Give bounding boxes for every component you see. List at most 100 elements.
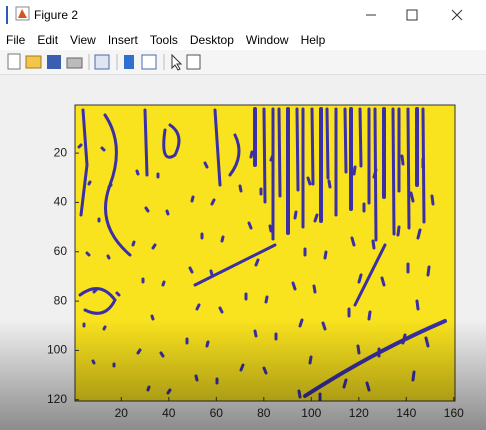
menu-item[interactable]: View bbox=[70, 33, 96, 47]
y-tick-label: 100 bbox=[47, 343, 67, 357]
image-region bbox=[354, 167, 355, 174]
image-region bbox=[241, 365, 243, 370]
y-tick-label: 120 bbox=[47, 392, 67, 406]
legend-icon[interactable] bbox=[142, 55, 156, 69]
colorbar-icon[interactable] bbox=[124, 55, 134, 69]
x-tick-label: 140 bbox=[396, 406, 416, 420]
save-icon[interactable] bbox=[47, 55, 61, 69]
image-region bbox=[312, 109, 313, 184]
close-button[interactable] bbox=[452, 10, 462, 20]
x-tick-label: 80 bbox=[257, 406, 271, 420]
image-region bbox=[264, 368, 266, 373]
image-region bbox=[79, 145, 81, 147]
property-icon[interactable] bbox=[187, 55, 200, 69]
menu-item[interactable]: Desktop bbox=[190, 33, 234, 47]
pointer-icon[interactable] bbox=[172, 55, 181, 70]
image-region bbox=[104, 327, 105, 329]
image-region bbox=[373, 241, 374, 248]
image-region bbox=[411, 193, 413, 201]
image-region bbox=[266, 297, 267, 302]
image-region bbox=[428, 267, 429, 275]
image-region bbox=[382, 278, 384, 285]
image-region bbox=[196, 376, 197, 380]
maximize-button[interactable] bbox=[407, 10, 417, 20]
toolbar bbox=[0, 50, 486, 75]
image-region bbox=[207, 342, 208, 346]
image-region bbox=[138, 350, 140, 353]
image-region bbox=[89, 182, 90, 184]
x-tick-label: 120 bbox=[349, 406, 369, 420]
image-region bbox=[344, 380, 346, 387]
image-region bbox=[264, 109, 265, 202]
image-region bbox=[308, 178, 310, 184]
image-region bbox=[161, 353, 163, 356]
menu-item[interactable]: File bbox=[6, 33, 25, 47]
image-region bbox=[426, 338, 428, 346]
new-icon[interactable] bbox=[8, 54, 20, 69]
image-region bbox=[168, 390, 170, 393]
x-tick-label: 20 bbox=[115, 406, 129, 420]
menu-item[interactable]: Insert bbox=[108, 33, 138, 47]
menu-item[interactable]: Window bbox=[246, 33, 289, 47]
image-region bbox=[293, 283, 295, 289]
title-bar: Figure 2 bbox=[0, 0, 486, 30]
image-region bbox=[418, 230, 420, 238]
image-region bbox=[359, 275, 361, 282]
y-tick-label: 60 bbox=[54, 244, 68, 258]
y-tick-label: 40 bbox=[54, 195, 68, 209]
image-region bbox=[432, 196, 433, 204]
image-region bbox=[94, 290, 96, 292]
image-region bbox=[220, 308, 222, 312]
image-region bbox=[133, 242, 134, 245]
image-region bbox=[192, 197, 193, 201]
link-icon[interactable] bbox=[95, 55, 109, 69]
image-region bbox=[249, 223, 251, 228]
image-region bbox=[360, 109, 361, 166]
image-region bbox=[153, 245, 155, 248]
image-region bbox=[327, 109, 328, 178]
image-region bbox=[402, 156, 403, 164]
image-region bbox=[352, 238, 354, 245]
image-region bbox=[403, 335, 405, 343]
image-region bbox=[270, 226, 271, 231]
image-region bbox=[358, 346, 359, 353]
image-region bbox=[152, 316, 153, 319]
image-region bbox=[256, 260, 258, 265]
image-region bbox=[109, 185, 111, 187]
image-region bbox=[167, 211, 168, 214]
image-region bbox=[323, 323, 325, 329]
image-region bbox=[251, 152, 252, 157]
image-region bbox=[417, 301, 418, 309]
image-region bbox=[314, 286, 315, 292]
image-region bbox=[212, 200, 214, 204]
image-region bbox=[145, 110, 147, 175]
image-region bbox=[163, 282, 164, 285]
menu-bar: File Edit View Insert Tools Desktop Window Help bbox=[0, 30, 486, 50]
open-icon[interactable] bbox=[26, 56, 41, 68]
image-region bbox=[146, 208, 148, 211]
print-icon[interactable] bbox=[67, 58, 82, 68]
image-region bbox=[93, 361, 94, 363]
x-tick-label: 160 bbox=[444, 406, 464, 420]
image-region bbox=[393, 109, 394, 234]
y-tick-label: 80 bbox=[54, 293, 68, 307]
toolbar-icons bbox=[0, 50, 486, 74]
image-region bbox=[329, 181, 330, 187]
image-region bbox=[398, 227, 399, 235]
menu-item[interactable]: Help bbox=[301, 33, 326, 47]
image-region bbox=[369, 312, 370, 319]
image-region bbox=[148, 387, 149, 390]
image-region bbox=[240, 186, 241, 191]
x-tick-label: 60 bbox=[210, 406, 224, 420]
image-region bbox=[299, 391, 300, 397]
image-region bbox=[87, 253, 89, 255]
image-region bbox=[197, 305, 199, 309]
image-region bbox=[255, 331, 256, 336]
menu-item[interactable]: Edit bbox=[37, 33, 58, 47]
image-region bbox=[374, 170, 376, 177]
image-region bbox=[408, 109, 409, 228]
image-region bbox=[205, 163, 207, 167]
menu-item[interactable]: Tools bbox=[150, 33, 178, 47]
image-region bbox=[413, 372, 414, 380]
image-region bbox=[279, 109, 280, 196]
